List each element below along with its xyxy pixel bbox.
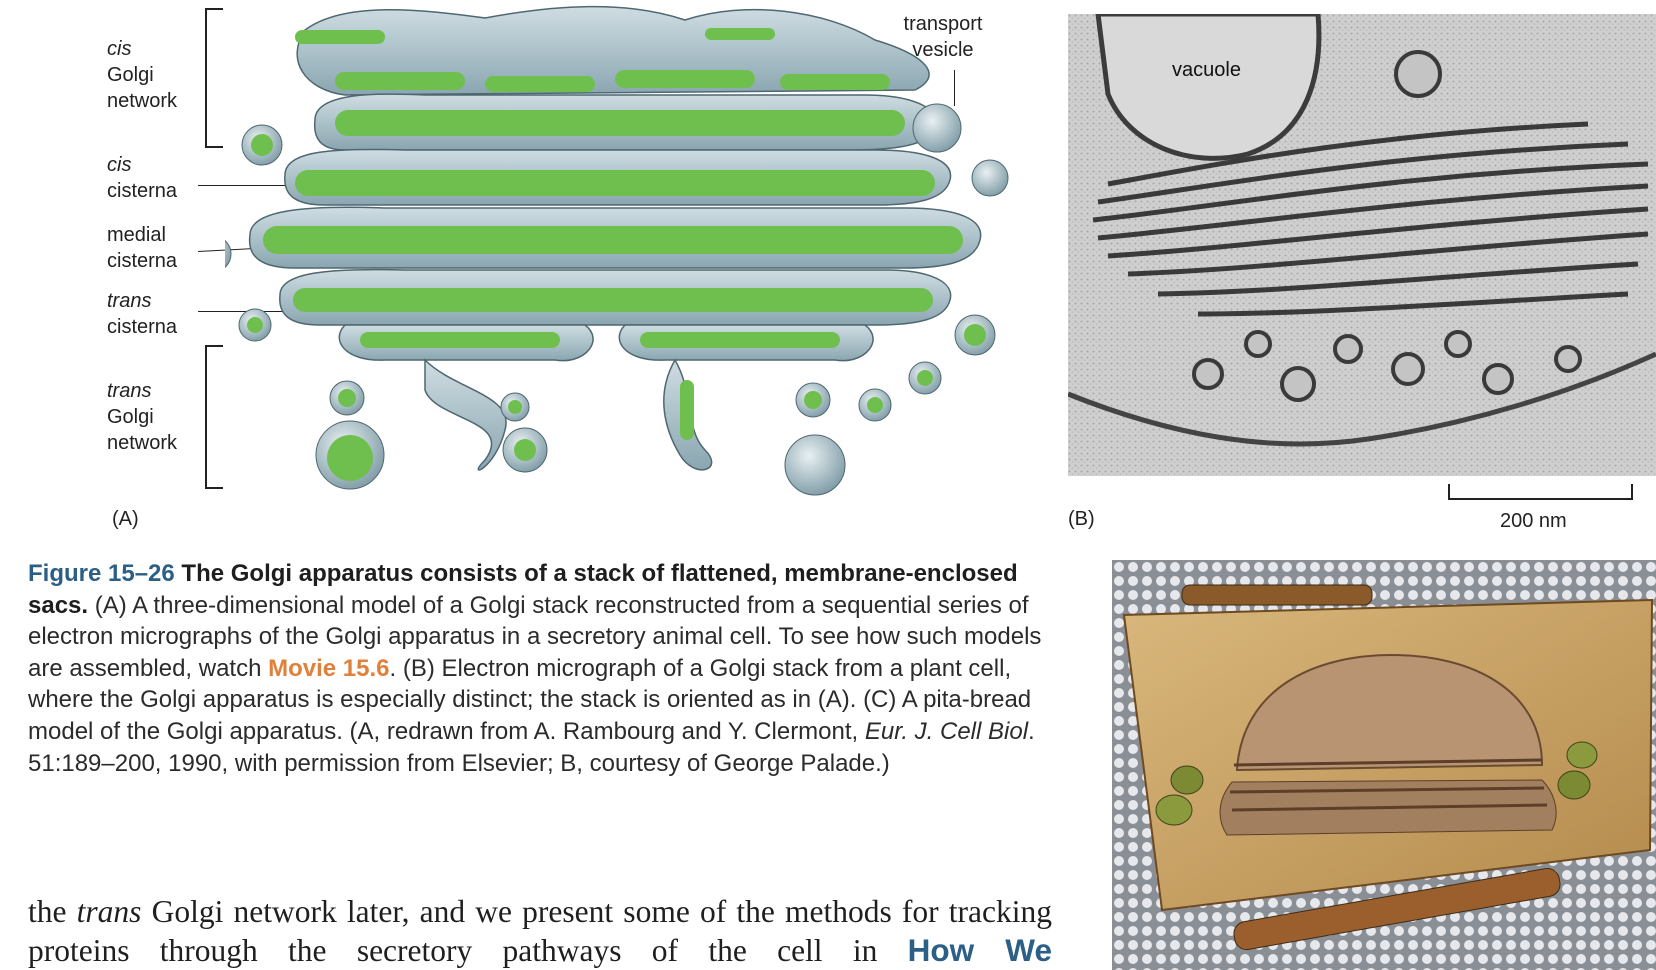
panel-b-letter: (B) <box>1068 508 1095 530</box>
scale-bar-label: 200 nm <box>1500 510 1567 532</box>
micrograph-vesicles <box>1192 50 1582 402</box>
label-cis-golgi-network: cis Golgi network <box>107 38 178 112</box>
vacuole-label: vacuole <box>1172 59 1241 81</box>
figure-title: The Golgi apparatus consists of a stack … <box>28 560 1018 619</box>
bracket-trans-golgi-network <box>205 345 223 489</box>
label-cis-cisterna: cis cisterna <box>107 154 178 202</box>
caption-text-2: . (B) Electron micrograph of a Golgi sta… <box>28 654 1032 745</box>
label-transport-vesicle: transport vesicle <box>903 13 983 61</box>
pita-stack <box>1219 653 1557 836</box>
pita-bread-photo <box>1112 560 1656 970</box>
figure-number: Figure 15–26 <box>28 560 175 587</box>
cis-golgi-network-tubules <box>295 5 930 96</box>
how-we-know-link[interactable]: How We <box>907 932 1052 968</box>
body-paragraph: the trans Golgi network later, and we pr… <box>28 893 1052 970</box>
label-trans-golgi-network: trans Golgi network <box>107 380 178 454</box>
caption-text-1: (A) A three-dimensional model of a Golgi… <box>28 591 1042 682</box>
panel-a-letter: (A) <box>112 508 139 530</box>
body-trans-word: trans <box>76 894 142 929</box>
figure-caption: Figure 15–26 The Golgi apparatus consist… <box>28 558 1058 779</box>
body-text-after: Golgi network later, and we present some… <box>28 894 1053 968</box>
caption-text-3: . 51:189–200, 1990, with permission from… <box>28 717 1035 777</box>
bracket-cis-golgi-network <box>205 8 223 148</box>
leader-transport-vesicle <box>954 70 955 106</box>
label-medial-cisterna: medial cisterna <box>107 224 178 272</box>
electron-micrograph: vacuole <box>1068 14 1656 476</box>
trans-golgi-network-tubules <box>338 324 874 471</box>
label-trans-cisterna: trans cisterna <box>107 290 178 338</box>
vacuole <box>1095 14 1322 161</box>
vesicles <box>225 103 1009 496</box>
olives <box>1155 741 1598 826</box>
cisternae-stack <box>1092 121 1649 317</box>
caption-journal: Eur. J. Cell Biol <box>864 717 1029 745</box>
body-text-before: the <box>28 894 67 929</box>
leader-cis-cisterna <box>198 185 300 186</box>
movie-link[interactable]: Movie 15.6 <box>268 654 390 682</box>
scale-bar <box>1448 484 1633 500</box>
golgi-stack-illustration <box>225 5 1009 496</box>
